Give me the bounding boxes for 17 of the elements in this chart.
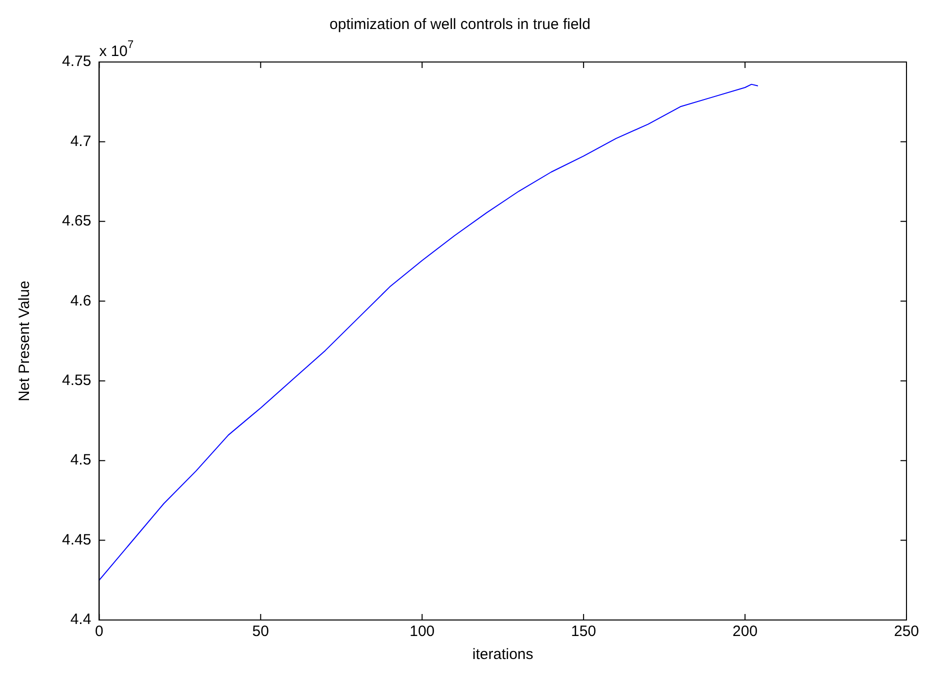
x-tick-label: 250	[894, 623, 919, 640]
y-tick-label: 4.55	[62, 372, 92, 389]
y-axis-title: Net Present Value	[16, 280, 34, 402]
x-tick-label: 50	[252, 623, 269, 640]
x-tick-label: 100	[410, 623, 435, 640]
y-tick-label: 4.4	[70, 611, 92, 628]
y-tick-label: 4.6	[70, 292, 92, 310]
x-tick-label: 200	[732, 623, 758, 640]
chart-title: optimization of well controls in true field	[330, 16, 590, 34]
y-tick-label: 4.75	[62, 53, 92, 70]
y-tick-label: 4.5	[70, 452, 92, 469]
y-tick-label: 4.7	[70, 132, 92, 150]
x-axis-title: iterations	[472, 646, 534, 664]
y-tick-label: 4.65	[62, 212, 92, 230]
x-tick-label: 150	[571, 623, 596, 640]
x-tick-label: 0	[95, 623, 104, 640]
y-tick-label: 4.45	[62, 531, 92, 548]
